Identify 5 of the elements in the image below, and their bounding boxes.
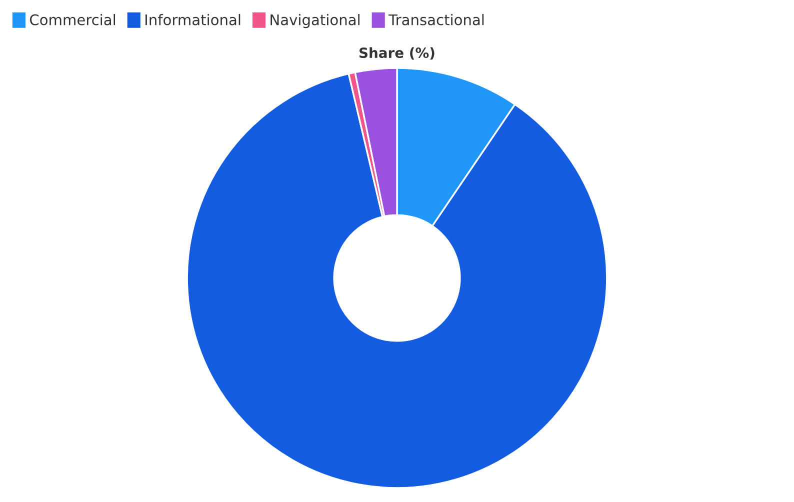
text: Share (%) xyxy=(360,47,434,60)
legend-label: Commercial xyxy=(30,14,116,26)
legend-label: Informational xyxy=(146,14,240,26)
legend-label: Transactional xyxy=(388,14,484,26)
legend-label: Navigational xyxy=(270,14,360,28)
